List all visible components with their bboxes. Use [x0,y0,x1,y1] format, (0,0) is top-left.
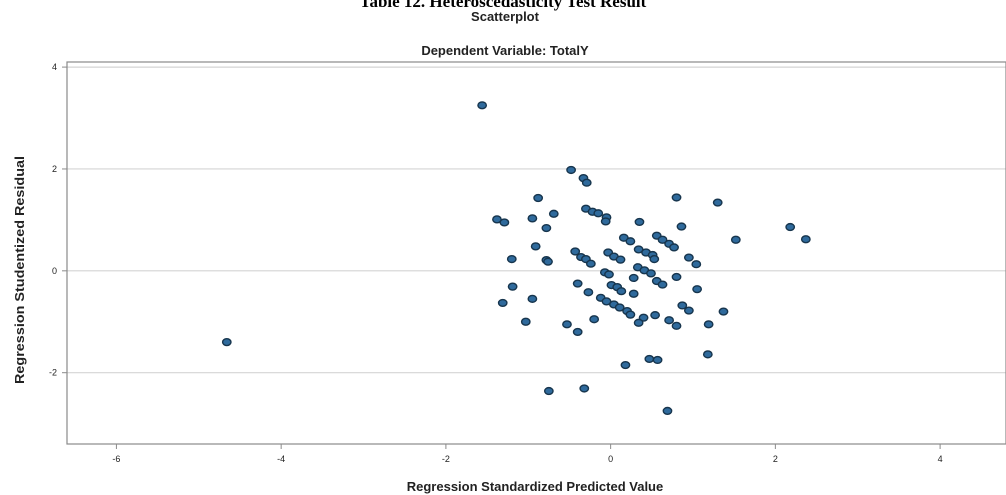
scatter-point [683,253,694,262]
scatter-point [677,301,688,310]
scatter-point [506,255,517,264]
scatter-point [593,209,604,218]
table-caption: Table 12. Heteroscedasticity Test Result [359,0,647,11]
scatter-point [589,315,600,324]
scatter-point [570,247,581,256]
scatter-point [533,193,544,203]
scatter-point [583,288,594,297]
scatter-point [600,217,611,226]
x-tick-label: -2 [442,454,450,464]
scatter-point [664,316,675,325]
scatter-point [633,318,644,327]
scatter-point [543,386,554,396]
x-ticks: -6 -4 -2 0 2 4 [112,444,943,464]
scatter-point [530,242,541,251]
gridlines [67,66,1006,374]
chart-subtitle: Dependent Variable: TotalY [421,43,589,58]
scatter-point [662,406,673,415]
scatter-point [702,350,713,359]
scatter-point [652,355,663,365]
x-tick-label: 0 [608,454,613,464]
scatter-point [649,255,660,264]
scatter-point [585,259,596,268]
scatter-point [657,235,668,244]
scatter-point [527,294,538,303]
scatter-point [543,257,553,266]
scatter-point [562,320,572,329]
scatter-point [507,282,518,291]
scatter-point [499,218,510,227]
scatter-point [644,354,655,364]
scatter-point [616,287,627,296]
x-axis-label: Regression Standardized Predicted Value [407,479,663,494]
scatter-point [628,289,639,298]
scatter-point [683,306,694,315]
scatter-point [718,307,729,316]
scatter-point [703,320,714,329]
scatter-point [671,321,682,330]
scatter-point [676,222,687,231]
scatter-point [497,298,508,308]
scatter-point [692,285,703,294]
scatter-point [477,101,488,110]
y-tick-label: 2 [52,164,57,174]
scatter-point [691,260,702,269]
scatter-point [671,272,682,282]
scatter-point [634,217,645,227]
x-tick-label: -6 [112,454,120,464]
scatter-point [614,303,625,312]
y-axis-label: Regression Studentized Residual [12,156,27,384]
x-tick-label: 4 [938,454,943,464]
scatter-point [625,310,636,319]
scatter-point [638,313,649,322]
scatter-point [800,235,811,244]
data-points [221,101,811,415]
scatter-point [566,165,576,175]
scatter-point [572,327,583,337]
scatter-point [785,222,796,232]
y-ticks: -2 0 2 4 [49,62,67,378]
y-tick-label: -2 [49,368,57,378]
scatter-point [730,235,741,244]
scatter-point [579,384,590,393]
scatter-point [712,198,723,207]
scatter-point [541,223,552,233]
scatter-point [628,273,639,283]
scatter-point [581,178,592,187]
scatter-point [615,255,626,264]
scatter-point [604,270,614,279]
y-tick-label: 0 [52,266,57,276]
scatter-point [548,209,559,218]
scatter-point [221,338,232,347]
scatter-point [669,243,679,252]
chart-title: Scatterplot [471,9,540,24]
scatter-point [650,311,661,320]
scatter-point [671,193,682,202]
scatter-point [646,269,656,278]
y-tick-label: 4 [52,62,57,72]
scatter-point [625,237,636,246]
x-tick-label: -4 [277,454,285,464]
scatter-point [572,279,583,288]
x-tick-label: 2 [773,454,778,464]
scatter-point [620,360,631,370]
plot-frame [66,61,1006,445]
scatter-point [527,214,538,223]
scatter-point [657,280,668,289]
scatter-point [520,317,531,326]
